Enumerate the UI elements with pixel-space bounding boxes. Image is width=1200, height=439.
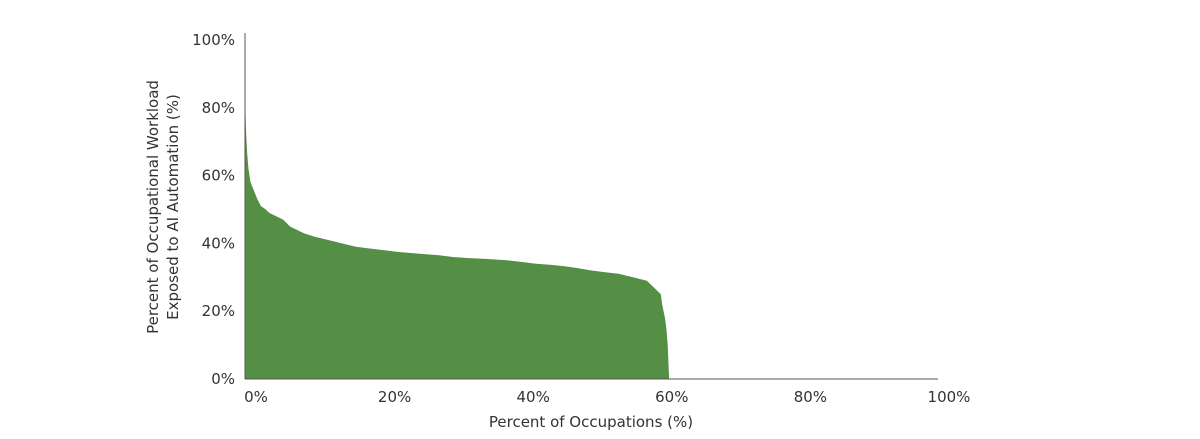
- y-tick-label: 60%: [202, 167, 235, 185]
- y-tick-label: 0%: [211, 370, 235, 388]
- area-series-0: [245, 94, 670, 380]
- x-tick-labels: 0% 20% 40% 60% 80% 100%: [244, 388, 970, 406]
- y-tick-label: 100%: [192, 31, 235, 49]
- y-tick-label: 40%: [202, 234, 235, 252]
- x-axis-title: Percent of Occupations (%): [489, 413, 693, 431]
- y-tick-label: 80%: [202, 99, 235, 117]
- axes: [244, 33, 938, 380]
- y-axis-title-line-1: Percent of Occupational Workload: [144, 80, 162, 334]
- area-layer: [245, 94, 670, 380]
- x-tick-label: 20%: [378, 388, 411, 406]
- x-tick-label: 60%: [655, 388, 688, 406]
- y-axis-title-line-2: Exposed to AI Automation (%): [164, 94, 182, 320]
- y-axis-title: Percent of Occupational Workload Exposed…: [144, 80, 182, 334]
- x-tick-label: 80%: [794, 388, 827, 406]
- x-tick-label: 0%: [244, 388, 268, 406]
- y-tick-labels: 0% 20% 40% 60% 80% 100%: [192, 31, 235, 388]
- x-tick-label: 100%: [928, 388, 971, 406]
- y-tick-label: 20%: [202, 302, 235, 320]
- x-tick-label: 40%: [517, 388, 550, 406]
